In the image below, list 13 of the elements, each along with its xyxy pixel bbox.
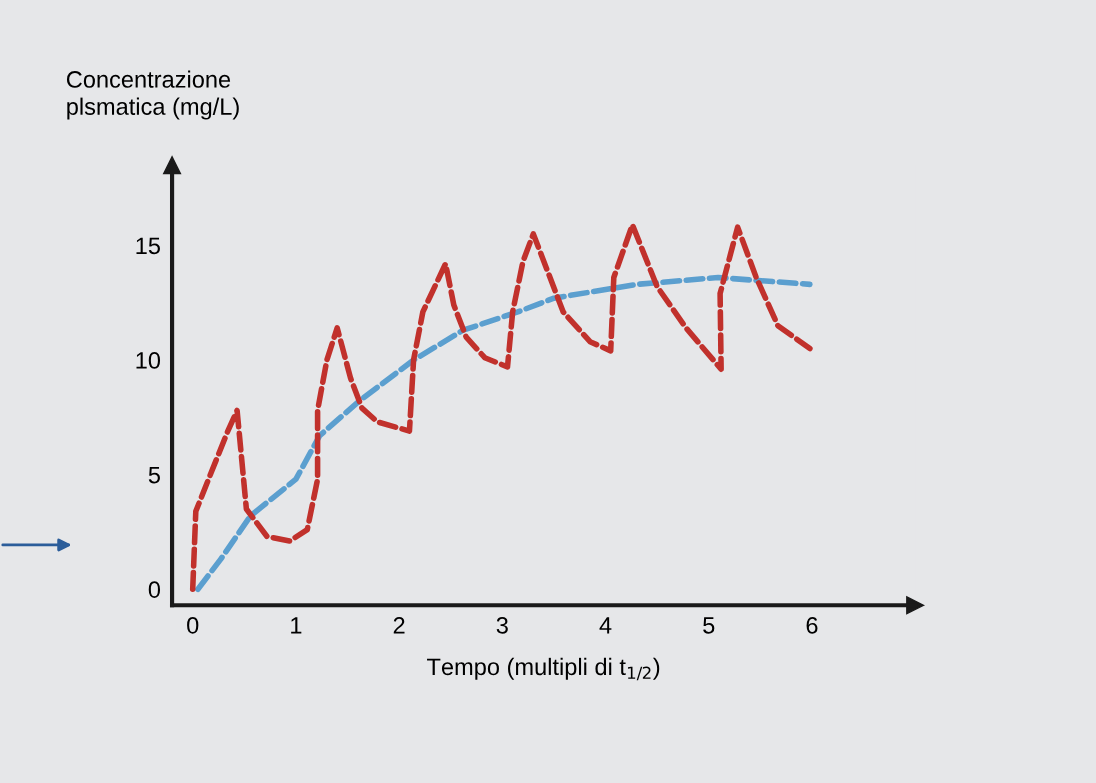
x-tick-label: 4 [599, 617, 612, 634]
x-tick-label: 6 [806, 616, 818, 634]
x-axis-title: Tempo (multipli di t$_{1/2}$) [427, 657, 660, 681]
y-axis-title: Concentrazione plsmatica (mg/L) [66, 70, 239, 120]
y-tick-label: 5 [148, 466, 160, 484]
x-tick-label: 0 [187, 616, 199, 634]
y-tick-label: 0 [148, 581, 161, 598]
y-tick-label: 15 [136, 237, 160, 255]
x-tick-label: 5 [703, 617, 715, 634]
x-tick-label: 2 [393, 616, 405, 634]
x-tick-label: 1 [291, 617, 302, 634]
y-tick-label: 10 [136, 352, 161, 369]
x-tick-label: 3 [496, 616, 508, 634]
